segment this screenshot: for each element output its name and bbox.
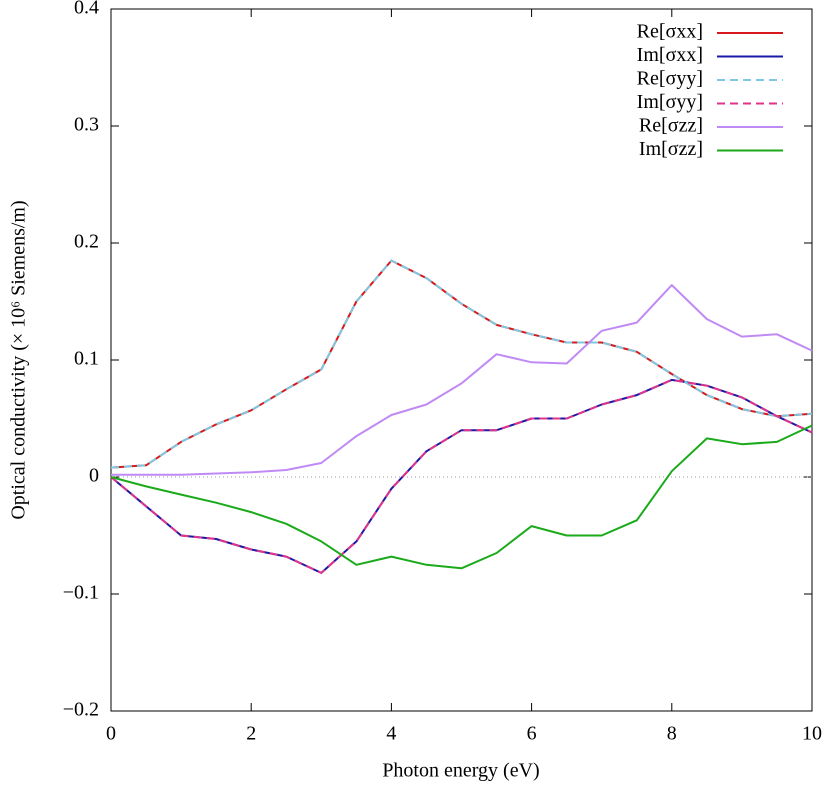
x-axis-label: Photon energy (eV) — [382, 760, 539, 782]
y-tick-label: −0.1 — [63, 582, 99, 604]
legend-label: Re[σxx] — [637, 21, 703, 43]
legend-label: Re[σyy] — [637, 68, 703, 90]
y-tick-label: 0.4 — [74, 0, 99, 19]
legend-label: Im[σzz] — [639, 138, 703, 160]
y-tick-label: 0.1 — [74, 348, 99, 370]
series-line — [110, 424, 813, 570]
legend-label: Im[σyy] — [637, 91, 703, 113]
x-tick-label: 8 — [667, 723, 677, 745]
series-line — [110, 378, 813, 574]
plot-frame — [110, 8, 813, 712]
series-line — [110, 259, 813, 469]
y-axis-label: Optical conductivity (× 10⁶ Siemens/m) — [8, 200, 30, 519]
x-tick-label: 4 — [386, 723, 396, 745]
series-line — [110, 259, 813, 469]
x-tick-label: 6 — [527, 723, 537, 745]
x-tick-label: 2 — [246, 723, 256, 745]
y-tick-label: −0.2 — [63, 699, 99, 721]
y-tick-label: 0 — [89, 465, 99, 487]
legend-label: Re[σzz] — [639, 115, 703, 137]
y-tick-label: 0.3 — [74, 114, 99, 136]
series-line — [111, 284, 813, 476]
series-line — [110, 378, 813, 574]
x-tick-label: 10 — [802, 723, 822, 745]
legend-label: Im[σxx] — [637, 44, 703, 66]
x-tick-label: 0 — [106, 723, 116, 745]
y-tick-label: 0.2 — [74, 231, 99, 253]
